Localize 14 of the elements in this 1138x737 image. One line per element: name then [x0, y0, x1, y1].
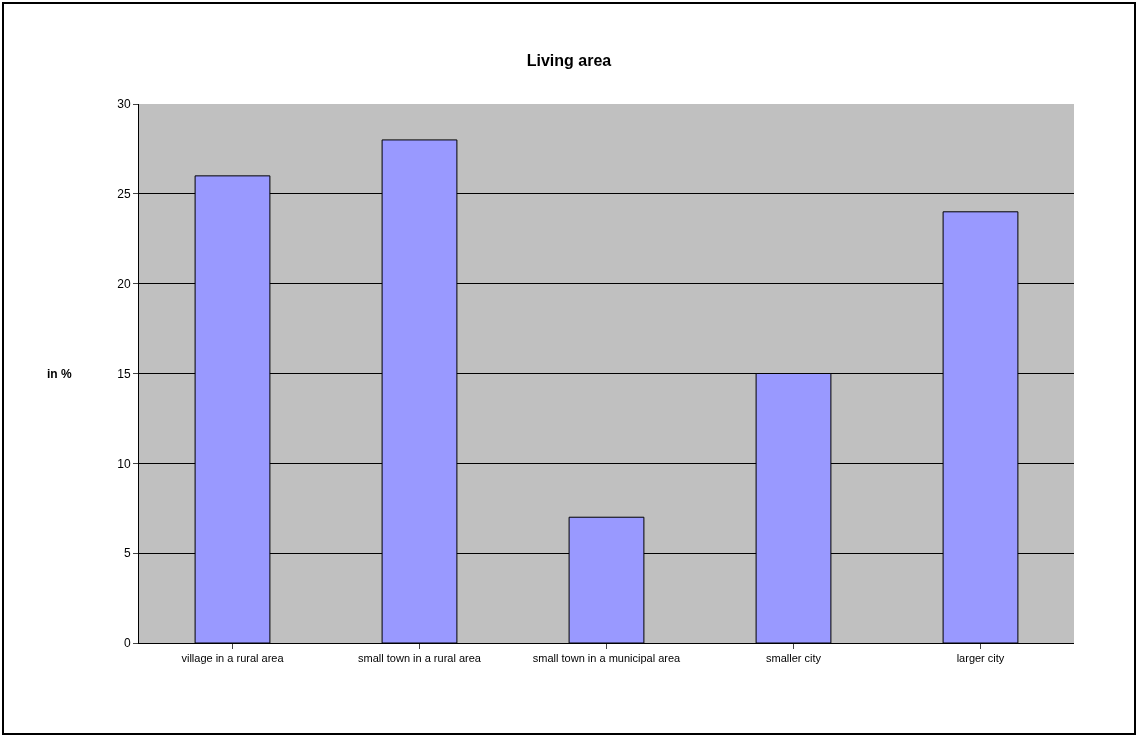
- y-tick-label: 0: [123, 636, 131, 651]
- x-tick-label: smaller city: [765, 652, 822, 665]
- y-axis-title: in %: [47, 367, 72, 381]
- chart-title: Living area: [526, 52, 612, 70]
- y-tick-label: 15: [117, 366, 131, 381]
- x-tick-label: small town in a municipal area: [532, 652, 682, 665]
- y-tick-label: 25: [117, 187, 131, 202]
- y-tick-label: 20: [117, 276, 131, 291]
- y-tick-label: 10: [117, 456, 131, 471]
- x-tick-label: village in a rural area: [181, 652, 285, 665]
- x-tick-label: larger city: [956, 652, 1005, 665]
- y-tick-label: 30: [117, 97, 131, 112]
- x-tick-label: small town in a rural area: [358, 652, 482, 665]
- y-tick-label: 5: [123, 546, 131, 561]
